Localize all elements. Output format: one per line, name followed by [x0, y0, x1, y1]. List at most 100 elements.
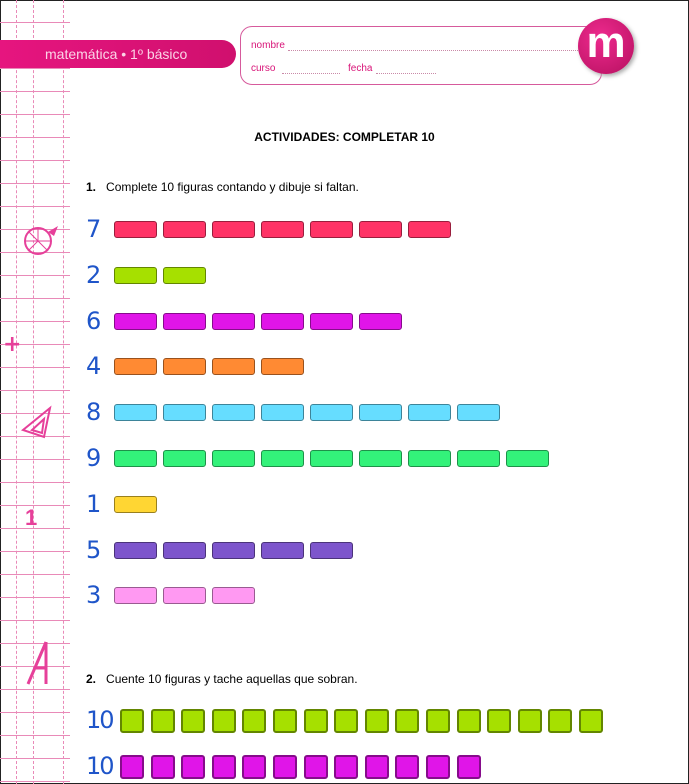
figure-square[interactable]: [150, 709, 175, 733]
figure-square[interactable]: [150, 755, 175, 779]
figure-rectangle: [212, 587, 255, 605]
grid-line: [33, 0, 34, 784]
figure-square[interactable]: [517, 709, 542, 733]
count-label: 3: [86, 581, 102, 610]
figure-square[interactable]: [273, 755, 297, 779]
figure-square[interactable]: [303, 709, 328, 733]
figure-square[interactable]: [334, 709, 359, 733]
figure-rectangle: [114, 541, 157, 559]
figure-rectangle: [261, 358, 304, 376]
figure-rectangle: [310, 312, 353, 330]
figure-square[interactable]: [334, 755, 359, 779]
question-text: Complete 10 figuras contando y dibuje si…: [106, 180, 359, 194]
figure-rectangle: [114, 404, 157, 422]
figure-rectangle: [212, 404, 255, 422]
count-label: 2: [86, 260, 102, 289]
figure-square[interactable]: [487, 709, 512, 733]
count-label: 5: [86, 535, 102, 564]
figure-square[interactable]: [273, 709, 297, 733]
figure-square[interactable]: [242, 709, 267, 733]
figure-rectangle: [359, 450, 402, 467]
figure-square[interactable]: [181, 709, 206, 733]
set-square-icon: [20, 405, 52, 439]
figure-rectangle: [261, 312, 304, 330]
figure-square[interactable]: [548, 709, 573, 733]
figure-rectangle: [310, 541, 353, 559]
course-field[interactable]: [282, 73, 340, 74]
figure-rectangle: [212, 541, 255, 559]
figure-rectangle: [163, 312, 206, 330]
figure-rectangle: [163, 450, 206, 467]
subject-banner: matemática • 1º básico: [0, 40, 236, 68]
figure-square[interactable]: [364, 755, 389, 779]
figure-square[interactable]: [579, 709, 603, 733]
figure-rectangle: [457, 404, 500, 422]
figure-rectangle: [310, 450, 353, 467]
figure-square[interactable]: [364, 709, 389, 733]
figure-square[interactable]: [456, 709, 481, 733]
figure-square[interactable]: [120, 709, 144, 733]
count-label: 10: [86, 706, 115, 734]
figure-rectangle: [163, 541, 206, 559]
figure-rectangle: [114, 358, 157, 376]
figure-rectangle: [114, 495, 157, 513]
figure-rectangle: [261, 450, 304, 467]
figure-square[interactable]: [395, 755, 420, 779]
figure-rectangle: [212, 358, 255, 376]
figure-rectangle: [114, 221, 157, 238]
margin-grid: [0, 0, 70, 784]
figure-rectangle: [114, 312, 157, 330]
plus-icon: +: [3, 332, 22, 357]
name-label: nombre: [251, 40, 285, 51]
figure-rectangle: [114, 266, 157, 284]
count-label: 6: [86, 306, 102, 335]
question-text: Cuente 10 figuras y tache aquellas que s…: [106, 672, 358, 686]
date-label: fecha: [348, 63, 373, 74]
figure-rectangle: [163, 404, 206, 422]
count-label: 9: [86, 444, 102, 472]
number-one-icon: 1: [25, 505, 38, 530]
figure-square[interactable]: [211, 709, 236, 733]
figure-rectangle: [212, 450, 255, 467]
figure-square[interactable]: [456, 755, 481, 779]
question-2: 2. Cuente 10 figuras y tache aquellas qu…: [86, 672, 358, 686]
figure-square[interactable]: [303, 755, 328, 779]
figure-rectangle: [408, 221, 451, 238]
grid-line: [16, 0, 17, 784]
figure-rectangle: [163, 587, 206, 605]
date-field[interactable]: [376, 73, 436, 74]
grid-line: [63, 0, 64, 784]
figure-rectangle: [163, 221, 206, 238]
count-label: 8: [86, 398, 102, 427]
figure-square[interactable]: [120, 755, 144, 779]
logo: m: [578, 18, 634, 74]
pizza-icon: [24, 226, 58, 255]
figure-rectangle: [212, 221, 255, 238]
figure-rectangle: [163, 358, 206, 376]
figure-square[interactable]: [426, 709, 450, 733]
count-label: 4: [86, 352, 102, 381]
figure-rectangle: [261, 221, 304, 238]
figure-square[interactable]: [211, 755, 236, 779]
count-label: 10: [86, 752, 115, 780]
question-number: 1.: [86, 180, 97, 194]
figure-rectangle: [359, 221, 402, 238]
question-1: 1. Complete 10 figuras contando y dibuje…: [86, 180, 359, 194]
compass-icon: [26, 641, 48, 685]
figure-rectangle: [261, 541, 304, 559]
figure-rectangle: [114, 450, 157, 467]
page-title: ACTIVIDADES: COMPLETAR 10: [254, 130, 435, 144]
name-field[interactable]: [288, 50, 578, 51]
figure-square[interactable]: [181, 755, 206, 779]
figure-square[interactable]: [395, 709, 420, 733]
figure-rectangle: [114, 587, 157, 605]
figure-rectangle: [212, 312, 255, 330]
figure-square[interactable]: [242, 755, 267, 779]
figure-square[interactable]: [426, 755, 450, 779]
figure-rectangle: [506, 450, 549, 467]
figure-rectangle: [359, 404, 402, 422]
figure-rectangle: [310, 221, 353, 238]
figure-rectangle: [408, 404, 451, 422]
figure-rectangle: [408, 450, 451, 467]
